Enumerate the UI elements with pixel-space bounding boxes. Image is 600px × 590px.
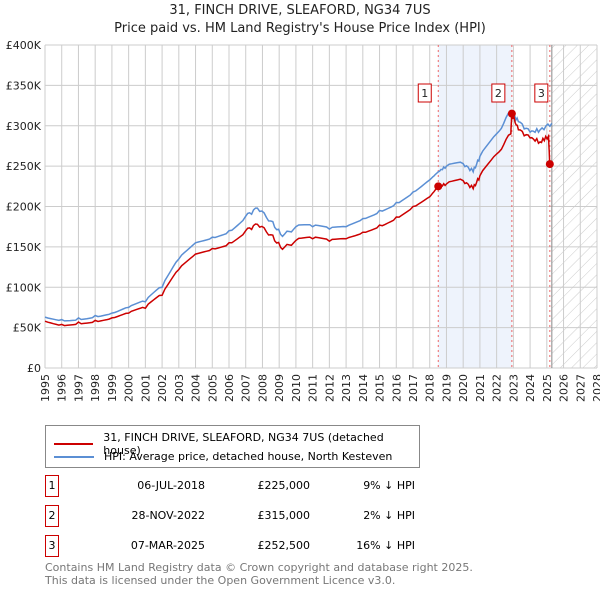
sale-marker-label: 2 (45, 505, 59, 527)
x-tick-label: 2013 (340, 374, 353, 402)
x-tick-label: 1995 (39, 374, 52, 402)
x-tick-label: 2002 (156, 374, 169, 402)
x-tick-label: 2011 (307, 374, 320, 402)
y-tick-label: £100K (6, 281, 42, 294)
y-tick-label: £350K (6, 79, 42, 92)
x-tick-label: 2009 (273, 374, 286, 402)
legend-label-hpi: HPI: Average price, detached house, Nort… (104, 450, 393, 463)
x-tick-label: 2007 (240, 374, 253, 402)
sale-marker-label: 1 (45, 475, 59, 497)
sale-price: £315,000 (257, 509, 311, 522)
x-tick-label: 2015 (374, 374, 387, 402)
y-tick-label: £400K (6, 39, 42, 52)
x-tick-label: 2006 (223, 374, 236, 402)
x-tick-label: 1997 (72, 374, 85, 402)
y-tick-label: £200K (6, 201, 42, 214)
sale-date: 06-JUL-2018 (137, 479, 205, 492)
price-paid-line (44, 113, 551, 327)
x-tick-label: 2020 (457, 374, 470, 402)
sale-marker-label: 3 (538, 87, 545, 100)
sale-marker-box (491, 83, 506, 103)
x-tick-label: 2025 (541, 374, 554, 402)
y-tick-label: £50K (13, 322, 42, 335)
sale-marker-label: 1 (421, 87, 428, 100)
x-tick-label: 2003 (173, 374, 186, 402)
footer-line: This data is licensed under the Open Gov… (45, 574, 396, 587)
x-tick-label: 2004 (190, 374, 203, 402)
sale-hpi-diff: 2% ↓ HPI (363, 509, 415, 522)
sale-date: 28-NOV-2022 (131, 509, 205, 522)
footer: Contains HM Land Registry data © Crown c… (45, 561, 473, 587)
y-tick-label: £150K (6, 241, 42, 254)
sale-hpi-diff: 9% ↓ HPI (363, 479, 415, 492)
x-tick-label: 2017 (407, 374, 420, 402)
y-tick-label: £0 (27, 362, 41, 375)
chart-subtitle: Price paid vs. HM Land Registry's House … (114, 21, 486, 36)
legend-blue-line (54, 455, 94, 458)
x-tick-label: 2027 (574, 374, 587, 402)
x-tick-label: 1999 (106, 374, 119, 402)
legend-red-line (54, 443, 94, 445)
sale-point (507, 109, 516, 118)
footer-line: Contains HM Land Registry data © Crown c… (45, 561, 473, 574)
x-tick-label: 2019 (440, 374, 453, 402)
chart-title: 31, FINCH DRIVE, SLEAFORD, NG34 7US (169, 3, 431, 18)
x-tick-label: 2010 (290, 374, 303, 402)
sale-date: 07-MAR-2025 (130, 539, 205, 552)
x-tick-label: 1996 (56, 374, 69, 402)
sale-hpi-diff: 16% ↓ HPI (356, 539, 415, 552)
x-tick-label: 2005 (206, 374, 219, 402)
x-tick-label: 2012 (323, 374, 336, 402)
x-tick-label: 2008 (256, 374, 269, 402)
x-tick-label: 2016 (390, 374, 403, 402)
sale-marker-box (534, 83, 549, 103)
sale-row: 1 06-JUL-2018 £225,000 9% ↓ HPI (45, 475, 445, 497)
x-tick-label: 2023 (507, 374, 520, 402)
sale-point (434, 182, 443, 191)
sale-row: 3 07-MAR-2025 £252,500 16% ↓ HPI (45, 535, 445, 557)
x-tick-label: 2018 (424, 374, 437, 402)
x-tick-label: 2026 (558, 374, 571, 402)
x-tick-label: 2001 (139, 374, 152, 402)
y-tick-label: £300K (6, 120, 42, 133)
sale-price: £225,000 (257, 479, 311, 492)
sale-point (545, 160, 554, 169)
sale-marker-box (417, 83, 432, 103)
plot-area: 1995 1996 1997 1998 1999 2000 2001 2002 2003 2004… (6, 39, 600, 402)
x-tick-label: 2022 (491, 374, 504, 402)
sale-price: £252,500 (257, 539, 311, 552)
sale-marker-label: 3 (45, 535, 59, 557)
x-tick-label: 2000 (123, 374, 136, 402)
legend: 31, FINCH DRIVE, SLEAFORD, NG34 7US (det… (45, 425, 420, 468)
x-tick-label: 2014 (357, 374, 370, 402)
x-tick-label: 2024 (524, 374, 537, 402)
legend-label-property: 31, FINCH DRIVE, SLEAFORD, NG34 7US (det… (103, 431, 384, 457)
sale-marker-label: 2 (495, 87, 502, 100)
x-tick-label: 2021 (474, 374, 487, 402)
sale-row: 2 28-NOV-2022 £315,000 2% ↓ HPI (45, 505, 445, 527)
y-tick-label: £250K (6, 160, 42, 173)
hpi-line (44, 110, 553, 322)
x-tick-label: 1998 (89, 374, 102, 402)
x-tick-label: 2028 (591, 374, 600, 402)
